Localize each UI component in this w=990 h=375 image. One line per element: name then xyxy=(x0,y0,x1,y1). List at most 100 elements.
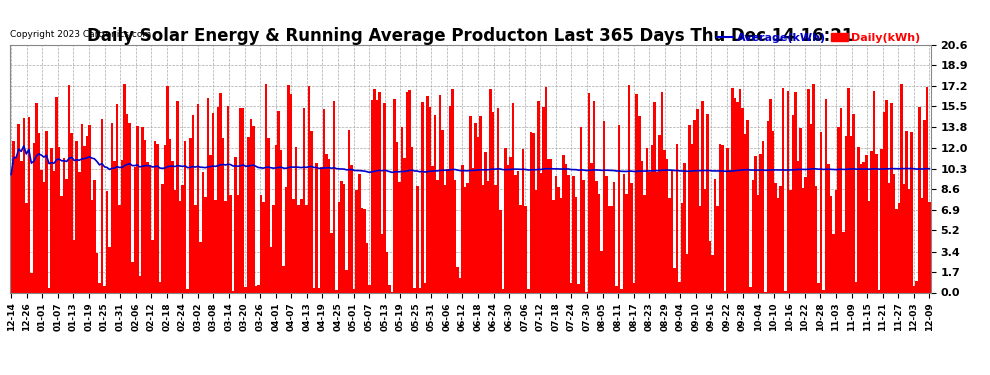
Bar xyxy=(116,104,119,292)
Bar xyxy=(921,198,923,292)
Bar xyxy=(277,111,280,292)
Bar xyxy=(325,154,328,292)
Bar xyxy=(287,85,290,292)
Bar xyxy=(877,290,880,292)
Bar xyxy=(711,255,714,292)
Bar xyxy=(209,155,212,292)
Bar xyxy=(280,150,282,292)
Bar xyxy=(544,87,547,292)
Bar xyxy=(68,86,70,292)
Bar xyxy=(131,262,134,292)
Bar xyxy=(416,186,419,292)
Bar xyxy=(217,107,219,292)
Bar xyxy=(249,120,252,292)
Bar xyxy=(267,138,269,292)
Bar xyxy=(608,206,610,292)
Bar xyxy=(540,173,543,292)
Bar xyxy=(774,183,777,292)
Bar xyxy=(429,108,432,292)
Bar xyxy=(749,287,751,292)
Bar xyxy=(282,266,285,292)
Bar xyxy=(204,197,207,292)
Bar xyxy=(820,132,822,292)
Bar xyxy=(855,282,857,292)
Bar xyxy=(883,112,885,292)
Bar xyxy=(375,100,378,292)
Bar xyxy=(91,200,93,292)
Bar xyxy=(554,176,557,292)
Bar xyxy=(113,161,116,292)
Bar xyxy=(368,285,370,292)
Bar xyxy=(320,167,323,292)
Bar xyxy=(724,291,727,292)
Bar xyxy=(248,137,249,292)
Bar xyxy=(275,145,277,292)
Bar xyxy=(363,209,365,292)
Bar xyxy=(444,184,446,292)
Bar xyxy=(252,126,254,292)
Bar xyxy=(464,187,466,292)
Bar xyxy=(442,130,444,292)
Bar xyxy=(18,124,20,292)
Bar xyxy=(124,84,126,292)
Bar xyxy=(191,115,194,292)
Bar xyxy=(842,232,844,292)
Bar xyxy=(552,200,554,292)
Bar xyxy=(557,188,559,292)
Bar xyxy=(25,203,28,292)
Bar xyxy=(292,200,295,292)
Bar xyxy=(144,141,147,292)
Bar xyxy=(641,161,644,292)
Bar xyxy=(88,125,91,292)
Bar xyxy=(487,181,489,292)
Bar xyxy=(38,133,41,292)
Bar xyxy=(212,114,214,292)
Bar xyxy=(916,281,918,292)
Bar xyxy=(446,169,448,292)
Bar xyxy=(875,154,877,292)
Bar xyxy=(507,165,509,292)
Bar xyxy=(50,148,52,292)
Bar xyxy=(75,141,78,292)
Bar xyxy=(567,175,570,292)
Bar xyxy=(658,135,660,292)
Bar xyxy=(254,286,257,292)
Bar xyxy=(835,190,838,292)
Bar xyxy=(653,102,655,292)
Bar xyxy=(903,184,906,292)
Bar xyxy=(403,158,406,292)
Bar xyxy=(65,179,68,292)
Bar xyxy=(525,206,527,292)
Bar xyxy=(888,183,890,292)
Bar xyxy=(360,208,363,292)
Bar xyxy=(830,196,833,292)
Bar xyxy=(52,171,55,292)
Bar xyxy=(792,115,794,292)
Bar xyxy=(353,289,355,292)
Bar xyxy=(310,131,313,292)
Bar xyxy=(626,194,628,292)
Bar xyxy=(681,203,683,292)
Bar xyxy=(129,123,131,292)
Bar xyxy=(732,88,734,292)
Bar xyxy=(849,136,852,292)
Bar xyxy=(166,86,169,292)
Bar xyxy=(582,180,585,292)
Bar xyxy=(365,243,368,292)
Bar xyxy=(580,127,582,292)
Bar xyxy=(810,124,812,292)
Bar xyxy=(119,206,121,292)
Bar xyxy=(693,120,696,292)
Bar xyxy=(900,84,903,292)
Bar xyxy=(577,284,580,292)
Bar xyxy=(358,174,360,292)
Bar xyxy=(838,128,840,292)
Bar xyxy=(923,120,926,292)
Bar xyxy=(898,203,900,292)
Bar xyxy=(153,141,156,292)
Bar xyxy=(257,285,259,292)
Bar xyxy=(676,144,678,292)
Bar xyxy=(383,103,386,292)
Bar xyxy=(852,114,855,292)
Bar xyxy=(163,145,166,292)
